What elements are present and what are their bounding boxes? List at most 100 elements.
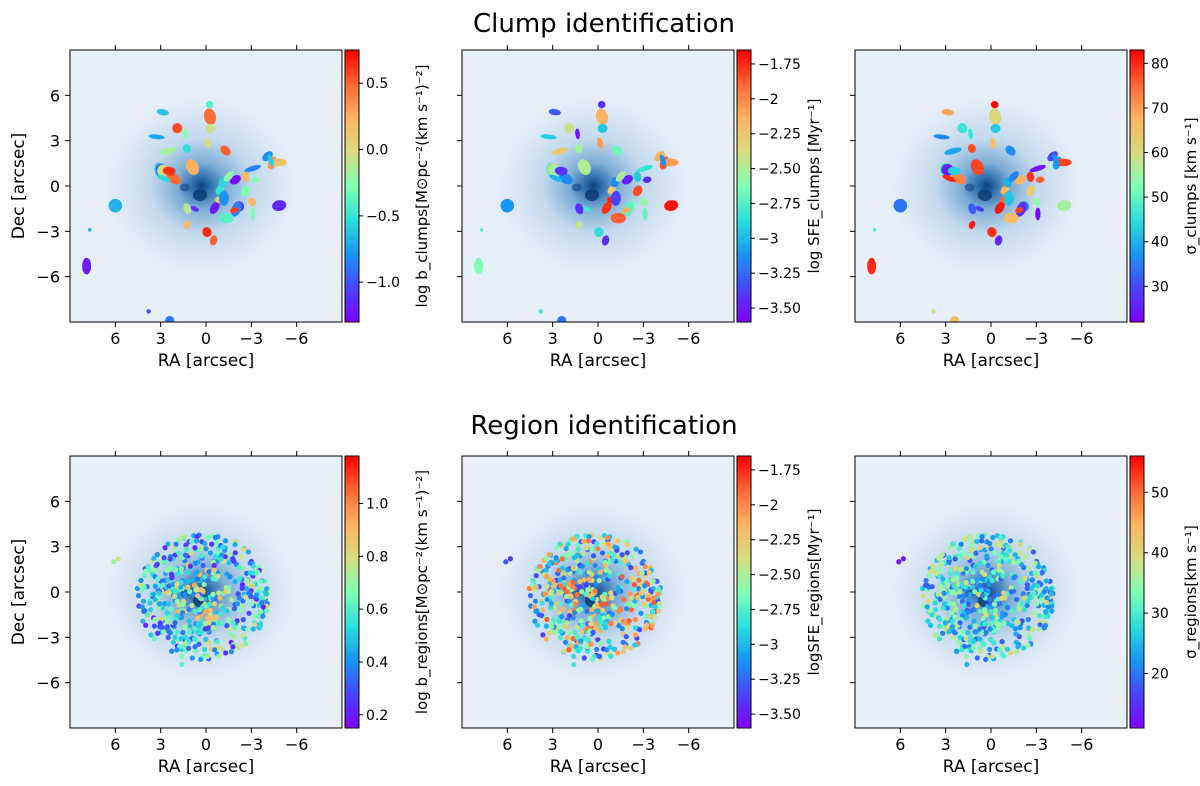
region-marker — [977, 545, 983, 551]
region-marker — [609, 595, 615, 601]
region-marker — [191, 582, 197, 588]
galaxy-image — [70, 456, 342, 728]
region-marker — [598, 601, 605, 607]
region-marker — [565, 541, 571, 547]
region-marker — [583, 582, 589, 588]
region-marker — [591, 553, 597, 559]
region-marker — [240, 625, 247, 631]
region-marker — [187, 629, 193, 635]
region-marker — [937, 616, 943, 623]
region-marker — [610, 556, 616, 562]
region-marker — [616, 623, 622, 629]
region-marker — [161, 629, 167, 635]
x-tick-label: 6 — [895, 329, 905, 348]
region-marker — [983, 629, 989, 635]
region-marker — [956, 593, 963, 599]
x-tick-label: 0 — [201, 329, 211, 348]
region-marker — [172, 620, 178, 626]
region-marker — [1007, 538, 1014, 544]
region-marker — [973, 550, 979, 556]
region-marker — [1015, 619, 1021, 626]
clump-marker — [182, 143, 191, 154]
region-marker — [632, 565, 639, 571]
region-marker — [622, 619, 628, 626]
region-marker — [987, 646, 993, 653]
x-axis-label: RA [arcsec] — [158, 757, 254, 777]
region-marker — [209, 615, 215, 621]
clump-marker — [1015, 207, 1024, 214]
region-marker — [568, 602, 574, 608]
colorbar-tick-label: −2.75 — [758, 602, 801, 618]
region-marker — [1048, 586, 1055, 592]
x-tick-label: 3 — [941, 735, 951, 754]
region-marker — [198, 629, 204, 635]
region-marker — [947, 545, 953, 551]
region-marker — [549, 620, 555, 626]
region-marker — [174, 647, 180, 653]
region-marker — [581, 538, 587, 545]
region-marker — [651, 600, 657, 606]
region-marker — [533, 584, 539, 590]
clump-marker — [893, 198, 908, 213]
region-marker — [264, 608, 270, 614]
clump-marker — [549, 174, 563, 183]
region-marker — [551, 605, 558, 611]
colorbar — [344, 455, 360, 729]
region-marker — [598, 619, 604, 626]
region-marker — [615, 589, 621, 595]
region-marker — [626, 601, 633, 607]
y-tick-label: 6 — [50, 492, 60, 511]
region-marker — [608, 590, 614, 596]
region-marker — [231, 634, 237, 640]
region-marker — [952, 556, 958, 562]
region-marker — [535, 622, 541, 628]
region-marker — [996, 563, 1002, 569]
region-marker — [652, 604, 658, 610]
colorbar-tick-label: 0.6 — [366, 602, 388, 618]
region-marker — [594, 646, 600, 653]
region-marker — [959, 629, 965, 635]
region-marker — [219, 552, 225, 558]
region-marker — [1016, 634, 1022, 640]
colorbar-tick-label: −2.50 — [758, 568, 801, 584]
colorbar-tick-label: 0.4 — [366, 655, 388, 671]
region-marker — [562, 639, 569, 645]
region-marker — [619, 574, 625, 580]
region-marker — [624, 550, 630, 556]
region-marker — [656, 608, 662, 614]
region-marker — [603, 563, 609, 569]
region-marker — [1012, 626, 1018, 632]
x-tick-label: −6 — [1070, 735, 1094, 754]
region-marker — [992, 550, 999, 556]
region-marker — [619, 626, 625, 632]
clump-marker — [146, 309, 151, 314]
region-marker — [991, 601, 998, 607]
region-marker — [185, 569, 191, 575]
region-marker — [1013, 649, 1019, 655]
region-marker — [961, 593, 967, 599]
region-marker — [183, 547, 190, 553]
region-marker — [547, 605, 554, 611]
clump-marker — [622, 207, 631, 214]
region-marker — [154, 551, 160, 558]
clump-marker — [1026, 171, 1035, 182]
clump-marker — [988, 108, 1002, 125]
region-marker — [1009, 608, 1015, 614]
region-marker — [568, 550, 574, 556]
region-marker — [135, 593, 142, 599]
region-marker — [182, 592, 188, 598]
colorbar-tick-label: −3.50 — [758, 707, 801, 723]
region-marker — [222, 538, 229, 544]
region-marker — [632, 598, 638, 604]
colorbar-tick-label: 0.2 — [366, 708, 388, 724]
region-marker — [527, 593, 534, 599]
region-marker — [961, 602, 967, 608]
region-marker — [1025, 642, 1031, 648]
clump-marker — [601, 201, 612, 214]
x-axis-label: RA [arcsec] — [943, 351, 1039, 371]
region-marker — [202, 540, 208, 547]
region-marker — [546, 551, 552, 558]
region-marker — [989, 578, 995, 584]
region-marker — [189, 602, 195, 609]
region-marker — [240, 632, 247, 638]
